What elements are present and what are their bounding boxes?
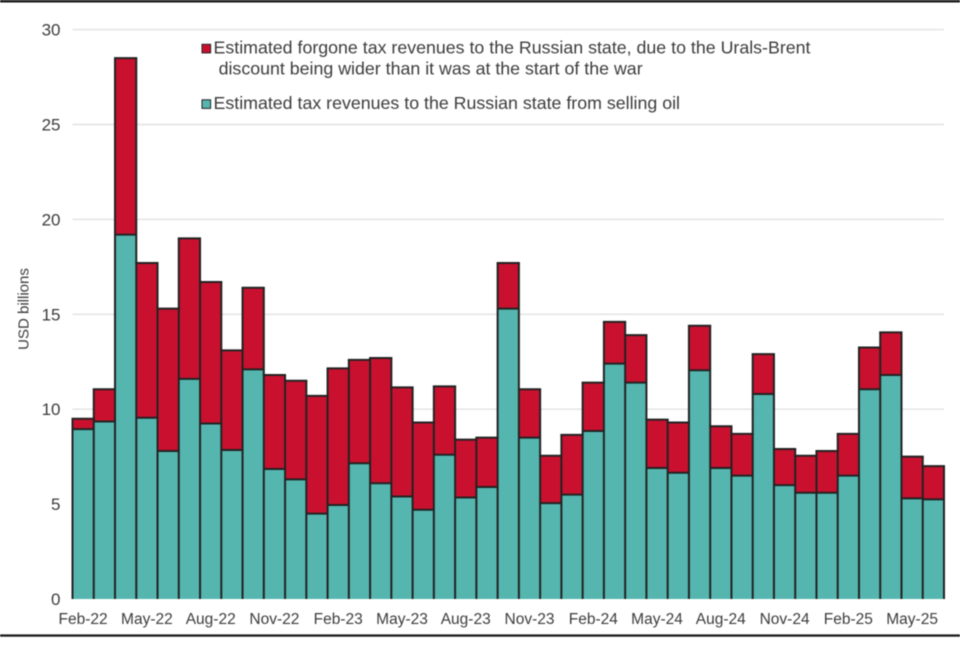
- svg-text:15: 15: [42, 305, 61, 324]
- svg-text:May-23: May-23: [376, 611, 428, 628]
- svg-text:Feb-23: Feb-23: [314, 611, 363, 628]
- svg-text:Nov-23: Nov-23: [505, 611, 555, 628]
- svg-text:Aug-23: Aug-23: [441, 611, 491, 628]
- svg-text:10: 10: [42, 400, 61, 419]
- svg-text:Feb-25: Feb-25: [824, 611, 873, 628]
- svg-text:May-22: May-22: [121, 611, 173, 628]
- svg-text:May-25: May-25: [886, 611, 938, 628]
- svg-text:0: 0: [51, 590, 60, 609]
- svg-text:Estimated forgone tax revenues: Estimated forgone tax revenues to the Ru…: [214, 38, 811, 58]
- svg-text:Aug-22: Aug-22: [186, 611, 236, 628]
- svg-text:Feb-22: Feb-22: [59, 611, 108, 628]
- svg-text:USD billions: USD billions: [16, 268, 33, 350]
- svg-text:Nov-22: Nov-22: [249, 611, 299, 628]
- svg-text:May-24: May-24: [631, 611, 683, 628]
- svg-text:discount being wider than it w: discount being wider than it was at the …: [219, 59, 643, 79]
- svg-text:20: 20: [42, 210, 61, 229]
- svg-text:Feb-24: Feb-24: [569, 611, 618, 628]
- svg-text:Nov-24: Nov-24: [760, 611, 810, 628]
- svg-text:25: 25: [42, 116, 61, 135]
- svg-text:30: 30: [42, 21, 61, 40]
- svg-text:5: 5: [51, 495, 60, 514]
- svg-text:Estimated tax revenues to the: Estimated tax revenues to the Russian st…: [214, 93, 681, 113]
- svg-text:Aug-24: Aug-24: [696, 611, 746, 628]
